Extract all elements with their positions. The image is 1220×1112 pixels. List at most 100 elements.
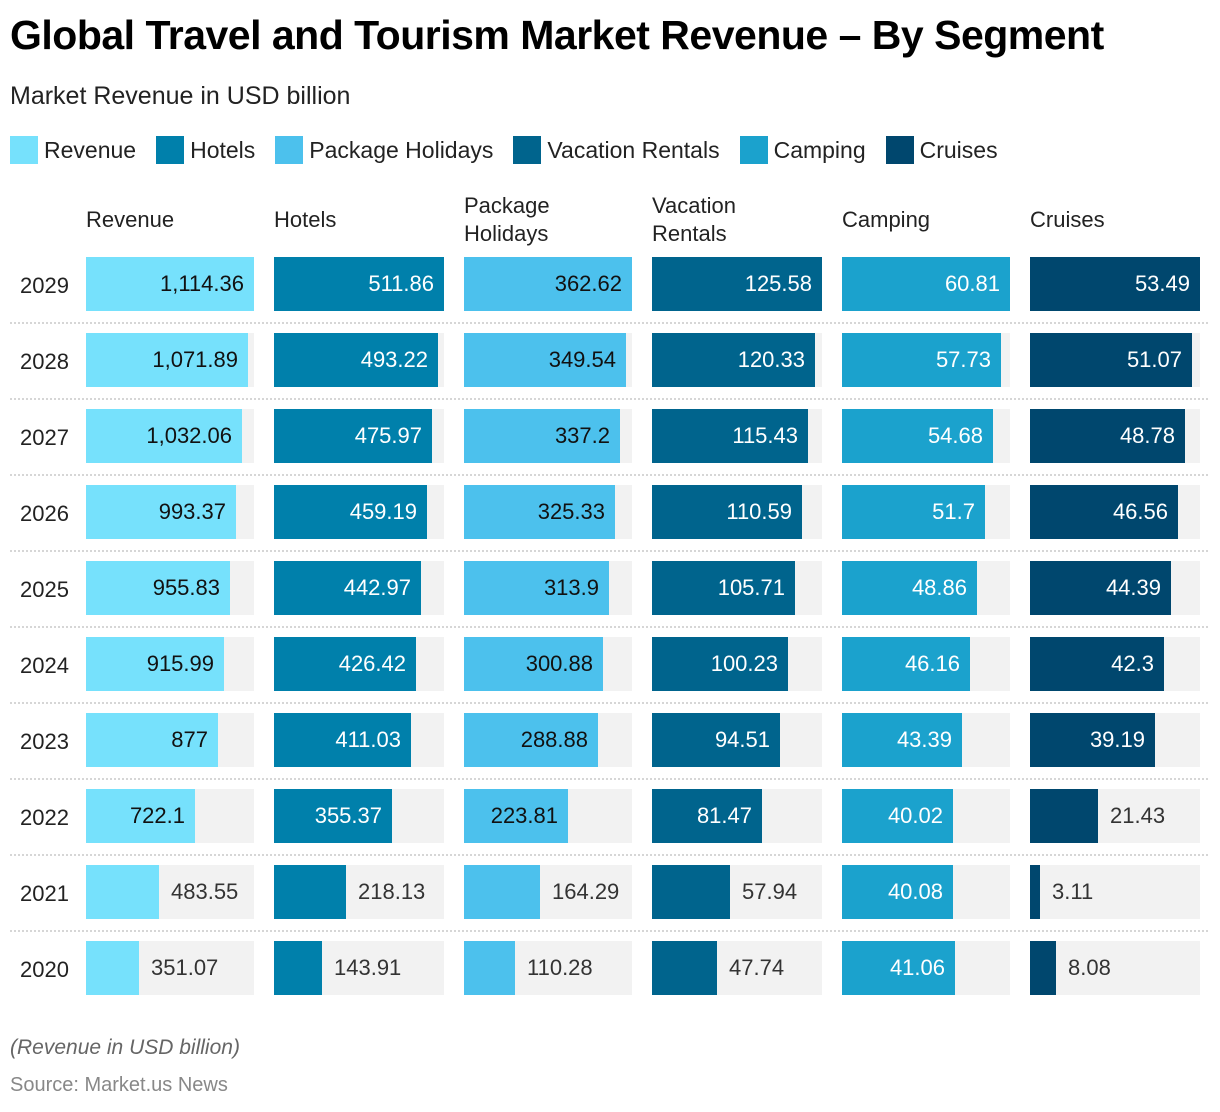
bar-track-package-holidays-2021: 164.29: [464, 865, 632, 919]
row-label-year: 2021: [20, 881, 69, 906]
chart-source: Source: Market.us News: [10, 1074, 228, 1096]
bar-track-cruises-2029: 53.49: [1030, 257, 1200, 311]
bar-track-vacation-rentals-2029: 125.58: [652, 257, 822, 311]
data-label-package-holidays-2025: 313.9: [543, 575, 599, 600]
column-header-camping: Camping: [842, 206, 1012, 234]
bar-track-camping-2024: 46.16: [842, 637, 1010, 691]
data-label-package-holidays-2022: 223.81: [490, 803, 558, 828]
data-label-revenue-2021: 483.55: [171, 879, 239, 904]
bar-hotels-2022: [274, 789, 392, 843]
data-label-vacation-rentals-2023: 94.51: [714, 727, 770, 752]
data-label-cruises-2029: 53.49: [1134, 271, 1190, 296]
legend-label: Revenue: [44, 136, 137, 163]
data-label-revenue-2025: 955.83: [152, 575, 220, 600]
data-label-package-holidays-2029: 362.62: [554, 271, 622, 296]
row-separator: [10, 626, 1208, 628]
bar-track-camping-2028: 57.73: [842, 333, 1010, 387]
bar-hotels-2021: [274, 865, 346, 919]
legend-swatch: [10, 136, 38, 164]
bar-camping-2029: [842, 257, 1010, 311]
legend-label: Hotels: [190, 136, 256, 163]
data-label-cruises-2026: 46.56: [1112, 499, 1168, 524]
bar-track-package-holidays-2026: 325.33: [464, 485, 632, 539]
bar-track-package-holidays-2024: 300.88: [464, 637, 632, 691]
bar-vacation-rentals-2024: [652, 637, 788, 691]
data-label-vacation-rentals-2027: 115.43: [732, 423, 798, 448]
data-label-hotels-2025: 442.97: [343, 575, 411, 600]
bar-hotels-2028: [274, 333, 438, 387]
bar-cruises-2020: [1030, 941, 1056, 995]
column-header-revenue: Revenue: [86, 206, 256, 234]
data-label-package-holidays-2024: 300.88: [525, 651, 593, 676]
data-label-package-holidays-2020: 110.28: [527, 955, 593, 980]
row-separator: [10, 702, 1208, 704]
bar-track-revenue-2021: 483.55: [86, 865, 254, 919]
bar-hotels-2023: [274, 713, 411, 767]
data-label-hotels-2022: 355.37: [314, 803, 382, 828]
bar-track-hotels-2028: 493.22: [274, 333, 444, 387]
bar-track-hotels-2027: 475.97: [274, 409, 444, 463]
bar-camping-2020: [842, 941, 955, 995]
column-header-line: Vacation: [652, 193, 736, 218]
data-label-package-holidays-2023: 288.88: [520, 727, 588, 752]
bar-cruises-2021: [1030, 865, 1040, 919]
bar-track-vacation-rentals-2027: 115.43: [652, 409, 822, 463]
bar-cruises-2023: [1030, 713, 1155, 767]
data-label-revenue-2028: 1,071.89: [152, 347, 238, 372]
data-label-cruises-2022: 21.43: [1110, 803, 1166, 828]
bar-camping-2021: [842, 865, 953, 919]
data-label-cruises-2028: 51.07: [1126, 347, 1182, 372]
legend-item-revenue: Revenue: [10, 136, 136, 164]
bar-cruises-2028: [1030, 333, 1192, 387]
column-header-hotels: Hotels: [274, 206, 444, 234]
bar-hotels-2024: [274, 637, 416, 691]
bar-cruises-2026: [1030, 485, 1178, 539]
bar-track-revenue-2028: 1,071.89: [86, 333, 254, 387]
data-label-revenue-2029: 1,114.36: [159, 271, 244, 296]
data-label-vacation-rentals-2029: 125.58: [744, 271, 812, 296]
bar-track-hotels-2023: 411.03: [274, 713, 444, 767]
data-label-cruises-2021: 3.11: [1052, 879, 1094, 904]
data-label-hotels-2026: 459.19: [349, 499, 417, 524]
bar-track-camping-2026: 51.7: [842, 485, 1010, 539]
bar-camping-2024: [842, 637, 970, 691]
legend-label: Cruises: [919, 136, 998, 163]
bar-track-hotels-2026: 459.19: [274, 485, 444, 539]
bar-track-cruises-2025: 44.39: [1030, 561, 1200, 615]
row-label-year: 2025: [20, 577, 69, 602]
bar-track-camping-2025: 48.86: [842, 561, 1010, 615]
row-label-year: 2020: [20, 957, 69, 982]
bar-vacation-rentals-2029: [652, 257, 822, 311]
bar-track-package-holidays-2029: 362.62: [464, 257, 632, 311]
bar-track-vacation-rentals-2023: 94.51: [652, 713, 822, 767]
bar-track-package-holidays-2028: 349.54: [464, 333, 632, 387]
bar-track-revenue-2029: 1,114.36: [86, 257, 254, 311]
bar-track-package-holidays-2023: 288.88: [464, 713, 632, 767]
data-label-vacation-rentals-2024: 100.23: [710, 651, 778, 676]
bar-revenue-2025: [86, 561, 230, 615]
data-label-revenue-2024: 915.99: [146, 651, 214, 676]
bar-track-camping-2021: 40.08: [842, 865, 1010, 919]
row-separator: [10, 550, 1208, 552]
data-label-revenue-2023: 877: [171, 727, 208, 752]
chart-title: Global Travel and Tourism Market Revenue…: [10, 12, 1104, 58]
data-label-vacation-rentals-2022: 81.47: [696, 803, 752, 828]
bar-revenue-2028: [86, 333, 248, 387]
legend-label: Package Holidays: [309, 136, 494, 163]
row-separator: [10, 778, 1208, 780]
legend-swatch: [885, 136, 914, 164]
data-label-hotels-2021: 218.13: [358, 879, 426, 904]
data-label-cruises-2025: 44.39: [1105, 575, 1161, 600]
legend-label: Camping: [773, 136, 866, 163]
column-header-line: Camping: [842, 207, 931, 232]
data-label-camping-2021: 40.08: [887, 879, 943, 904]
data-label-cruises-2020: 8.08: [1068, 955, 1111, 980]
bar-cruises-2025: [1030, 561, 1171, 615]
chart-note: (Revenue in USD billion): [10, 1036, 240, 1059]
bar-track-vacation-rentals-2021: 57.94: [652, 865, 822, 919]
bar-revenue-2027: [86, 409, 242, 463]
data-label-vacation-rentals-2025: 105.71: [717, 575, 785, 600]
data-label-revenue-2022: 722.1: [129, 803, 185, 828]
bar-cruises-2024: [1030, 637, 1164, 691]
bar-track-hotels-2021: 218.13: [274, 865, 444, 919]
